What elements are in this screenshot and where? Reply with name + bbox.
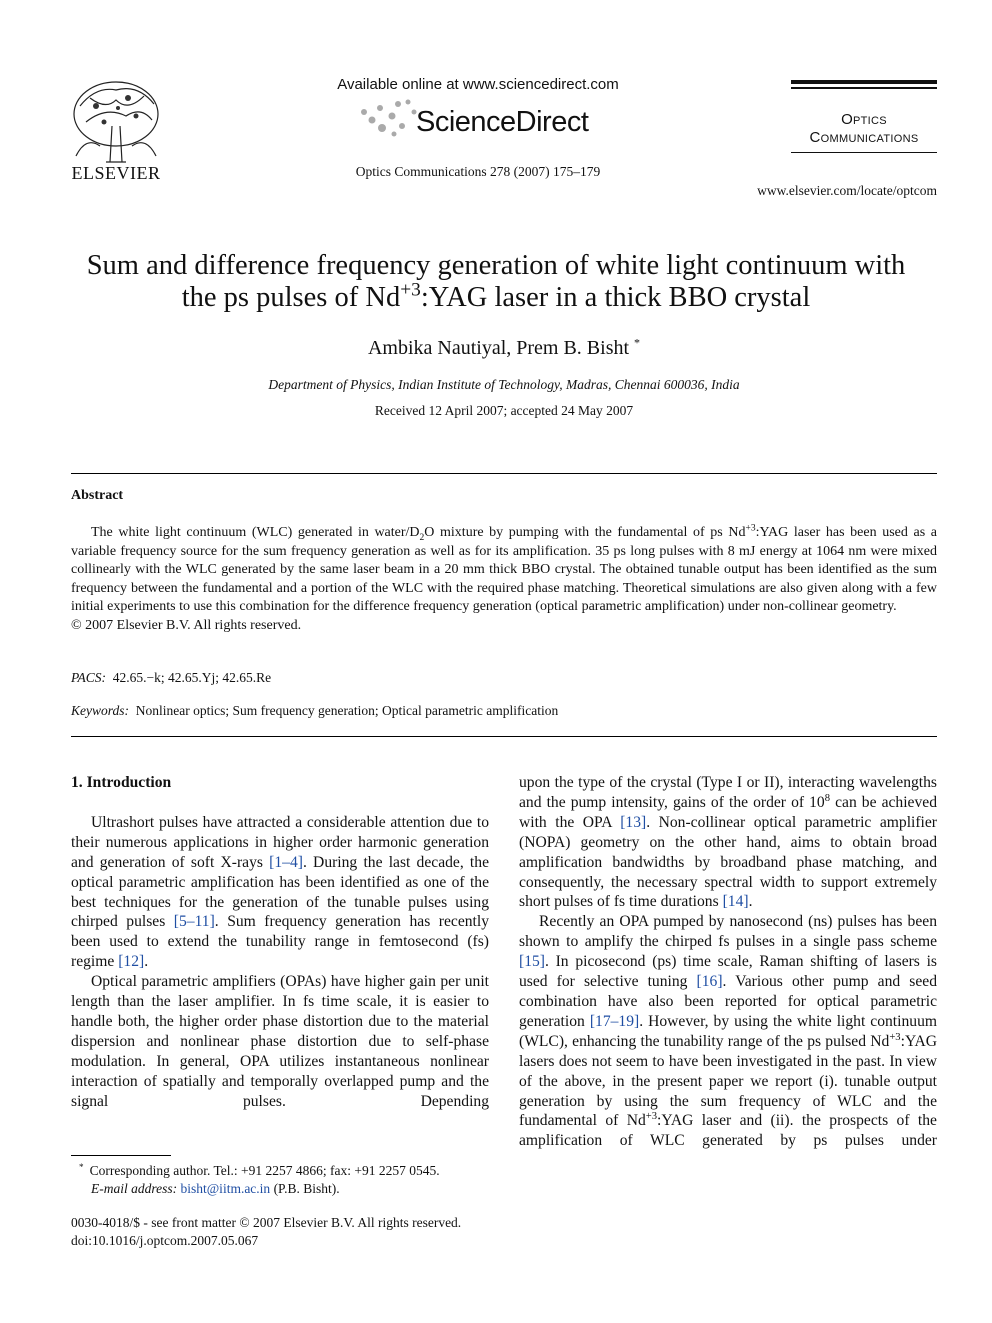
affiliation: Department of Physics, Indian Institute … [268, 377, 740, 392]
paragraph: Optical parametric amplifiers (OPAs) hav… [71, 972, 489, 1111]
copyright: © 2007 Elsevier B.V. All rights reserved… [71, 617, 302, 633]
text-run: :YAG laser in a thick BBO crystal [420, 282, 811, 313]
footnote: * Corresponding author. Tel.: +91 2257 48… [71, 1162, 491, 1197]
citation-link[interactable]: [14] [722, 893, 749, 911]
email[interactable]: bisht@iitm.ac.in [180, 1180, 271, 1196]
paper-title: Sum and difference frequency generation … [81, 250, 911, 314]
citation: Optics Communications 278 (2007) 175–179 [355, 164, 601, 179]
text-run: . Non-collinear optical parametric ampli… [519, 813, 937, 911]
footnote-contact: Corresponding author. Tel.: +91 2257 486… [89, 1163, 440, 1178]
authors: Ambika Nautiyal, Prem B. Bisht * [0, 335, 992, 360]
journal-name: Optics Communications [786, 111, 942, 147]
citation-link[interactable]: [1–4] [269, 853, 303, 871]
rule [71, 736, 937, 737]
text-run: Ultrashort pulses have attracted a consi… [71, 813, 489, 871]
footer-line: 0030-4018/$ - see front matter © 2007 El… [71, 1215, 462, 1230]
author-names: Ambika Nautiyal, Prem B. Bisht [367, 337, 630, 359]
left-column: 1. Introduction Ultrashort pulses have at… [71, 773, 489, 1112]
superscript: +3 [400, 279, 421, 301]
text-run: O mixture by pumping with the fundamenta… [424, 525, 746, 540]
elsevier-tree-logo [73, 81, 159, 163]
section-heading: 1. Introduction [71, 774, 172, 791]
citation-link[interactable]: [15] [519, 953, 545, 971]
citation-link[interactable]: [16] [696, 973, 723, 991]
email-label: E-mail address: [91, 1180, 178, 1196]
email-owner: (P.B. Bisht). [273, 1180, 340, 1196]
right-column: upon the type of the crystal (Type I or … [519, 773, 937, 1151]
footnote-mark: * [79, 1161, 84, 1172]
text-run: . During the last decade, the optical pa… [71, 853, 489, 931]
text-run: . In picosecond (ps) time scale, Raman s… [519, 953, 937, 991]
keywords-list: Nonlinear optics; Sum frequency generati… [135, 703, 559, 718]
text-run: . [144, 953, 149, 971]
superscript: +3 [745, 523, 756, 534]
text-run: :YAG laser and (ii). the prospects of th… [519, 1112, 937, 1150]
text-run: . Various other pump and seed combinatio… [519, 973, 937, 1030]
availability-note: Available online at www.sciencedirect.co… [337, 76, 619, 93]
text-run: can be achieved with the OPA [519, 793, 937, 831]
subscript: 2 [419, 532, 425, 543]
citation-link[interactable]: [17–19] [589, 1012, 640, 1030]
pacs: PACS: 42.65.−k; 42.65.Yj; 42.65.Re [71, 670, 271, 686]
citation-link[interactable]: [13] [620, 813, 647, 831]
footnote-rule [71, 1155, 171, 1156]
text-run: :YAG laser has been used as a variable f… [71, 525, 937, 614]
text-run: . [748, 893, 753, 911]
sciencedirect-dots [361, 99, 417, 137]
superscript: +3 [645, 1111, 658, 1123]
keywords: Keywords: Nonlinear optics; Sum frequenc… [71, 703, 558, 719]
paragraph: upon the type of the crystal (Type I or … [519, 773, 937, 912]
text-run: Recently an OPA pumped by nanosecond (ns… [519, 913, 937, 951]
pacs-codes: 42.65.−k; 42.65.Yj; 42.65.Re [112, 670, 272, 685]
publisher-name: ELSEVIER [71, 163, 161, 183]
journal-url: www.elsevier.com/locate/optcom [757, 183, 937, 198]
journal-name-line: Communications [809, 129, 919, 146]
text-run: . However, by using the white light cont… [519, 1012, 937, 1050]
footer: 0030-4018/$ - see front matter © 2007 El… [71, 1214, 461, 1249]
pacs-label: PACS: [71, 670, 107, 685]
footer-line: doi:10.1016/j.optcom.2007.05.067 [71, 1232, 259, 1248]
text-run: Sum and difference frequency generation … [86, 250, 906, 313]
abstract-heading: Abstract [71, 488, 124, 503]
journal-bar [791, 152, 937, 153]
text-run: The white light continuum (WLC) generate… [91, 525, 420, 540]
brand-name: ScienceDirect [416, 106, 589, 138]
abstract: The white light continuum (WLC) generate… [71, 524, 937, 635]
text-run: Optical parametric amplifiers (OPAs) hav… [71, 973, 489, 1110]
citation-link[interactable]: [5–11] [173, 913, 215, 931]
journal-bar [791, 80, 937, 84]
abstract-body: The white light continuum (WLC) generate… [71, 524, 937, 617]
keywords-label: Keywords: [71, 703, 129, 718]
paragraph: Recently an OPA pumped by nanosecond (ns… [519, 912, 937, 1151]
text-run: . Sum frequency generation has recently … [71, 913, 489, 971]
text-run: :YAG lasers does not seem to have been i… [519, 1032, 937, 1130]
author-mark: * [634, 335, 641, 350]
journal-bar [791, 87, 937, 89]
superscript: 8 [824, 792, 831, 804]
journal-name-line: Optics [841, 111, 887, 128]
received-dates: Received 12 April 2007; accepted 24 May … [374, 403, 634, 418]
rule [71, 473, 937, 474]
superscript: +3 [889, 1031, 901, 1043]
paragraph: Ultrashort pulses have attracted a consi… [71, 813, 489, 972]
citation-link[interactable]: [12] [118, 953, 145, 971]
text-run: upon the type of the crystal (Type I or … [519, 774, 937, 811]
